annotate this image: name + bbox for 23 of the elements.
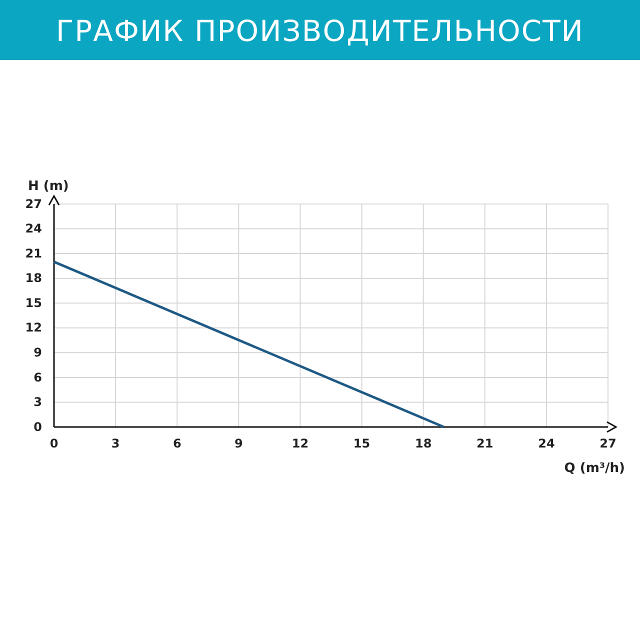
x-axis-title: Q (m³/h) xyxy=(564,461,625,476)
x-tick-label: 3 xyxy=(111,436,120,451)
y-tick-label: 24 xyxy=(25,222,42,236)
chart-title: ГРАФИК ПРОИЗВОДИТЕЛЬНОСТИ xyxy=(56,14,584,48)
x-tick-label: 21 xyxy=(476,436,494,451)
y-tick-label: 9 xyxy=(34,346,42,360)
x-tick-label: 15 xyxy=(353,436,370,451)
y-tick-label: 27 xyxy=(25,196,42,211)
y-tick-label: 0 xyxy=(34,420,42,434)
x-tick-label: 18 xyxy=(414,436,432,451)
x-tick-label: 6 xyxy=(172,436,182,451)
y-tick-label: 12 xyxy=(25,320,42,335)
x-tick-label: 12 xyxy=(292,436,309,451)
y-tick-label: 6 xyxy=(34,370,42,384)
y-tick-label: 15 xyxy=(25,296,42,310)
x-tick-label: 24 xyxy=(538,436,555,451)
y-tick-label: 21 xyxy=(25,246,42,260)
y-tick-label: 18 xyxy=(25,271,42,286)
x-tick-label: 27 xyxy=(600,436,616,451)
y-axis-title: H (m) xyxy=(28,179,69,194)
x-tick-label: 0 xyxy=(50,436,58,451)
y-tick-label: 3 xyxy=(34,395,42,410)
x-tick-label: 9 xyxy=(234,436,243,451)
